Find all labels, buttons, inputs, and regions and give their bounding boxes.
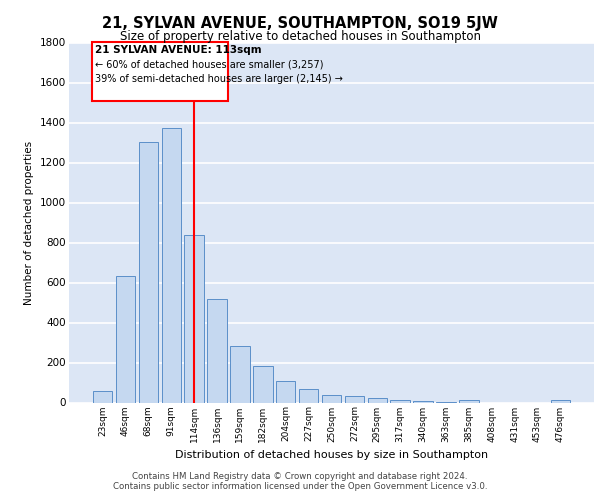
Text: Contains HM Land Registry data © Crown copyright and database right 2024.
Contai: Contains HM Land Registry data © Crown c… (113, 472, 487, 491)
Bar (276, 380, 295, 402)
Text: 21, SYLVAN AVENUE, SOUTHAMPTON, SO19 5JW: 21, SYLVAN AVENUE, SOUTHAMPTON, SO19 5JW (102, 16, 498, 31)
Bar (230, 346, 250, 403)
Bar (139, 142, 158, 402)
Bar (116, 276, 135, 402)
Bar (368, 398, 387, 402)
Bar (413, 400, 433, 402)
Text: ← 60% of detached houses are smaller (3,257): ← 60% of detached houses are smaller (3,… (95, 60, 323, 70)
Bar (253, 366, 272, 403)
Bar (92, 42, 229, 101)
Text: Size of property relative to detached houses in Southampton: Size of property relative to detached ho… (119, 30, 481, 43)
Bar (344, 396, 364, 402)
X-axis label: Distribution of detached houses by size in Southampton: Distribution of detached houses by size … (175, 450, 488, 460)
Bar (93, 390, 112, 402)
Bar (299, 388, 319, 402)
Bar (161, 128, 181, 402)
Text: 21 SYLVAN AVENUE: 113sqm: 21 SYLVAN AVENUE: 113sqm (95, 45, 262, 55)
Bar (208, 298, 227, 403)
Y-axis label: Number of detached properties: Number of detached properties (25, 140, 34, 304)
Bar (184, 234, 204, 402)
Bar (551, 400, 570, 402)
Bar (391, 400, 410, 402)
Text: 39% of semi-detached houses are larger (2,145) →: 39% of semi-detached houses are larger (… (95, 74, 343, 85)
Bar (322, 394, 341, 402)
Bar (459, 400, 479, 402)
